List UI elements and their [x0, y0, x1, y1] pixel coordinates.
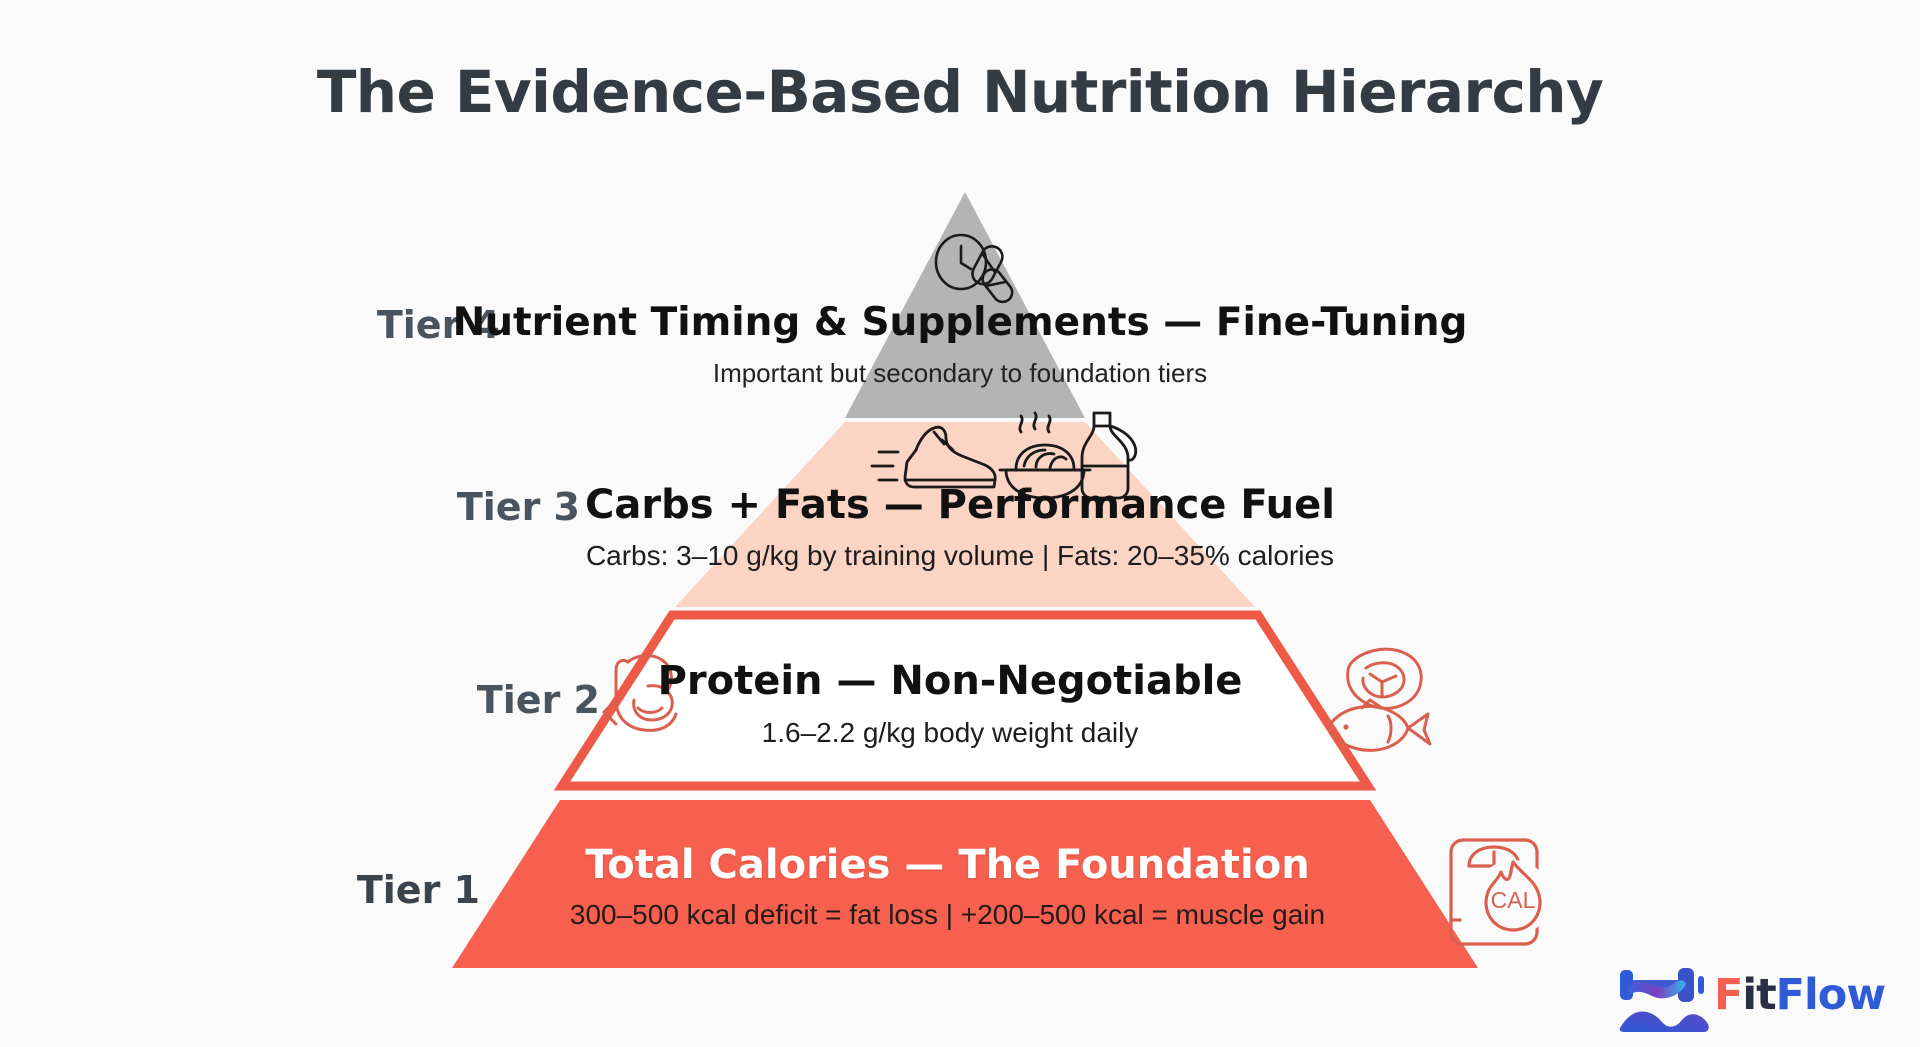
flexed-bicep-icon: [602, 654, 678, 732]
tier-1-subtitle: 300–500 kcal deficit = fat loss | +200–5…: [569, 899, 1326, 930]
calorie-badge-text: CAL: [1491, 887, 1536, 913]
tier-1-label: Tier 1: [356, 868, 480, 912]
tier-2-title: Protein — Non-Negotiable: [657, 658, 1243, 704]
tier-3-subtitle: Carbs: 3–10 g/kg by training volume | Fa…: [585, 540, 1335, 571]
fitflow-wordmark: FitFlow: [1714, 970, 1886, 1020]
fish-icon: [1328, 698, 1432, 752]
dumbbell-wave-icon: [1619, 968, 1709, 1032]
tier-4-label: Tier 4: [376, 303, 500, 347]
logo-letters-flow: Flow: [1775, 970, 1886, 1020]
oil-bottle-icon: [1080, 411, 1138, 500]
tier-2-shape[interactable]: [553, 610, 1377, 791]
tier-4-title: Nutrient Timing & Supplements — Fine-Tun…: [452, 300, 1468, 345]
page-title: The Evidence-Based Nutrition Hierarchy: [316, 58, 1604, 126]
tier-4-shape[interactable]: [845, 192, 1085, 418]
steak-icon: [1346, 647, 1423, 710]
logo-letters-it: it: [1742, 970, 1776, 1020]
tier-1-title: Total Calories — The Foundation: [585, 842, 1310, 888]
tier-1-shape[interactable]: [452, 800, 1478, 968]
calorie-flame-icon[interactable]: CAL: [1475, 860, 1551, 936]
tier-2-label: Tier 2: [476, 678, 600, 722]
tier-3-title: Carbs + Fats — Performance Fuel: [585, 482, 1335, 528]
tier-4-subtitle: Important but secondary to foundation ti…: [712, 358, 1208, 388]
running-shoe-icon: [870, 425, 997, 489]
tier-3-label: Tier 3: [456, 485, 580, 529]
logo-letter-f: F: [1714, 970, 1743, 1020]
tier-2-subtitle: 1.6–2.2 g/kg body weight daily: [761, 717, 1139, 748]
pills-icon: [971, 245, 1014, 304]
tier-3-shape[interactable]: [675, 422, 1255, 607]
clock-icon: [934, 233, 988, 291]
fitflow-logo[interactable]: FitFlow: [1618, 958, 1918, 1044]
